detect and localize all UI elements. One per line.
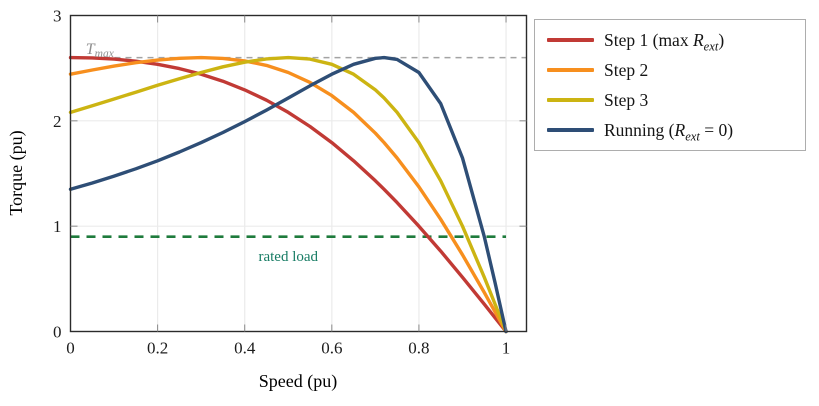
legend-item-step-3: Step 3 <box>535 85 805 115</box>
rated-load-line-label: rated load <box>258 249 318 265</box>
legend-item-running: Running (Rext = 0) <box>535 115 805 145</box>
chart-layers: 0 0.2 0.4 0.6 0.8 1 0 1 2 3 Tmax rated load <box>53 7 528 358</box>
y-tick-label: 0 <box>53 323 62 342</box>
x-tick-label: 0.2 <box>147 339 168 358</box>
legend-label-step-3: Step 3 <box>604 89 649 110</box>
legend-swatch-running <box>547 128 594 132</box>
series-curve-running <box>68 55 508 334</box>
x-axis-label: Speed (pu) <box>259 371 337 392</box>
y-tick-label: 2 <box>53 112 62 131</box>
x-tick-label: 0 <box>66 339 75 358</box>
series-curve-step-2 <box>68 55 508 334</box>
legend: Step 1 (max Rext) Step 2 Step 3 Running (Re… <box>534 19 806 151</box>
plot-border <box>69 14 528 333</box>
legend-swatch-step-3 <box>547 98 594 102</box>
x-tick-label: 0.6 <box>321 339 342 358</box>
series-curve-step-1 <box>68 55 508 334</box>
legend-label-step-2: Step 2 <box>604 59 649 80</box>
legend-item-step-1: Step 1 (max Rext) <box>535 25 805 55</box>
x-tick-label: 0.8 <box>408 339 429 358</box>
y-axis-label: Torque (pu) <box>6 130 27 215</box>
y-tick-label: 1 <box>53 217 62 236</box>
series-curve-step-3 <box>68 55 508 334</box>
x-tick-label: 1 <box>502 339 511 358</box>
legend-label-step-1: Step 1 (max Rext) <box>604 29 725 53</box>
legend-swatch-step-2 <box>547 68 594 72</box>
y-tick-label: 3 <box>53 7 62 26</box>
legend-label-running: Running (Rext = 0) <box>604 119 734 143</box>
legend-item-step-2: Step 2 <box>535 55 805 85</box>
t-max-line-label: Tmax <box>86 41 115 60</box>
x-tick-label: 0.4 <box>234 339 256 358</box>
legend-swatch-step-1 <box>547 38 594 42</box>
